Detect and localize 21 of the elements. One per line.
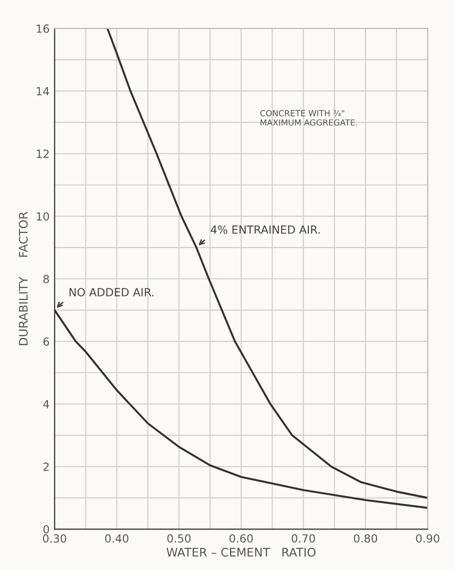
y-axis-title: DURABILITY FACTOR <box>18 212 28 346</box>
x-tick-label: 0.30 <box>42 534 66 543</box>
x-axis-title: WATER – CEMENT RATIO <box>166 548 316 557</box>
x-tick-label: 0.50 <box>167 534 191 543</box>
y-tick-label: 6 <box>43 337 50 346</box>
annotation: CONCRETE WITH ¾" MAXIMUM AGGREGATE. <box>260 110 358 126</box>
y-tick-label: 16 <box>36 24 50 33</box>
x-tick-label: 0.90 <box>416 534 440 543</box>
x-tick-label: 0.40 <box>105 534 128 543</box>
annotation: NO ADDED AIR. <box>70 288 154 296</box>
y-tick-label: 8 <box>43 274 49 284</box>
y-tick-label: 10 <box>36 212 49 221</box>
y-tick-label: 4 <box>43 400 50 408</box>
annotation: 4% ENTRAINED AIR. <box>210 225 320 234</box>
y-tick-label: 14 <box>36 87 50 96</box>
x-tick-label: 0.60 <box>230 534 253 543</box>
x-tick-label: 0.70 <box>292 534 315 543</box>
y-tick-label: 2 <box>43 462 49 471</box>
y-tick-label: 0 <box>43 525 49 534</box>
y-tick-label: 12 <box>36 150 49 158</box>
x-tick-label: 0.80 <box>354 534 378 543</box>
